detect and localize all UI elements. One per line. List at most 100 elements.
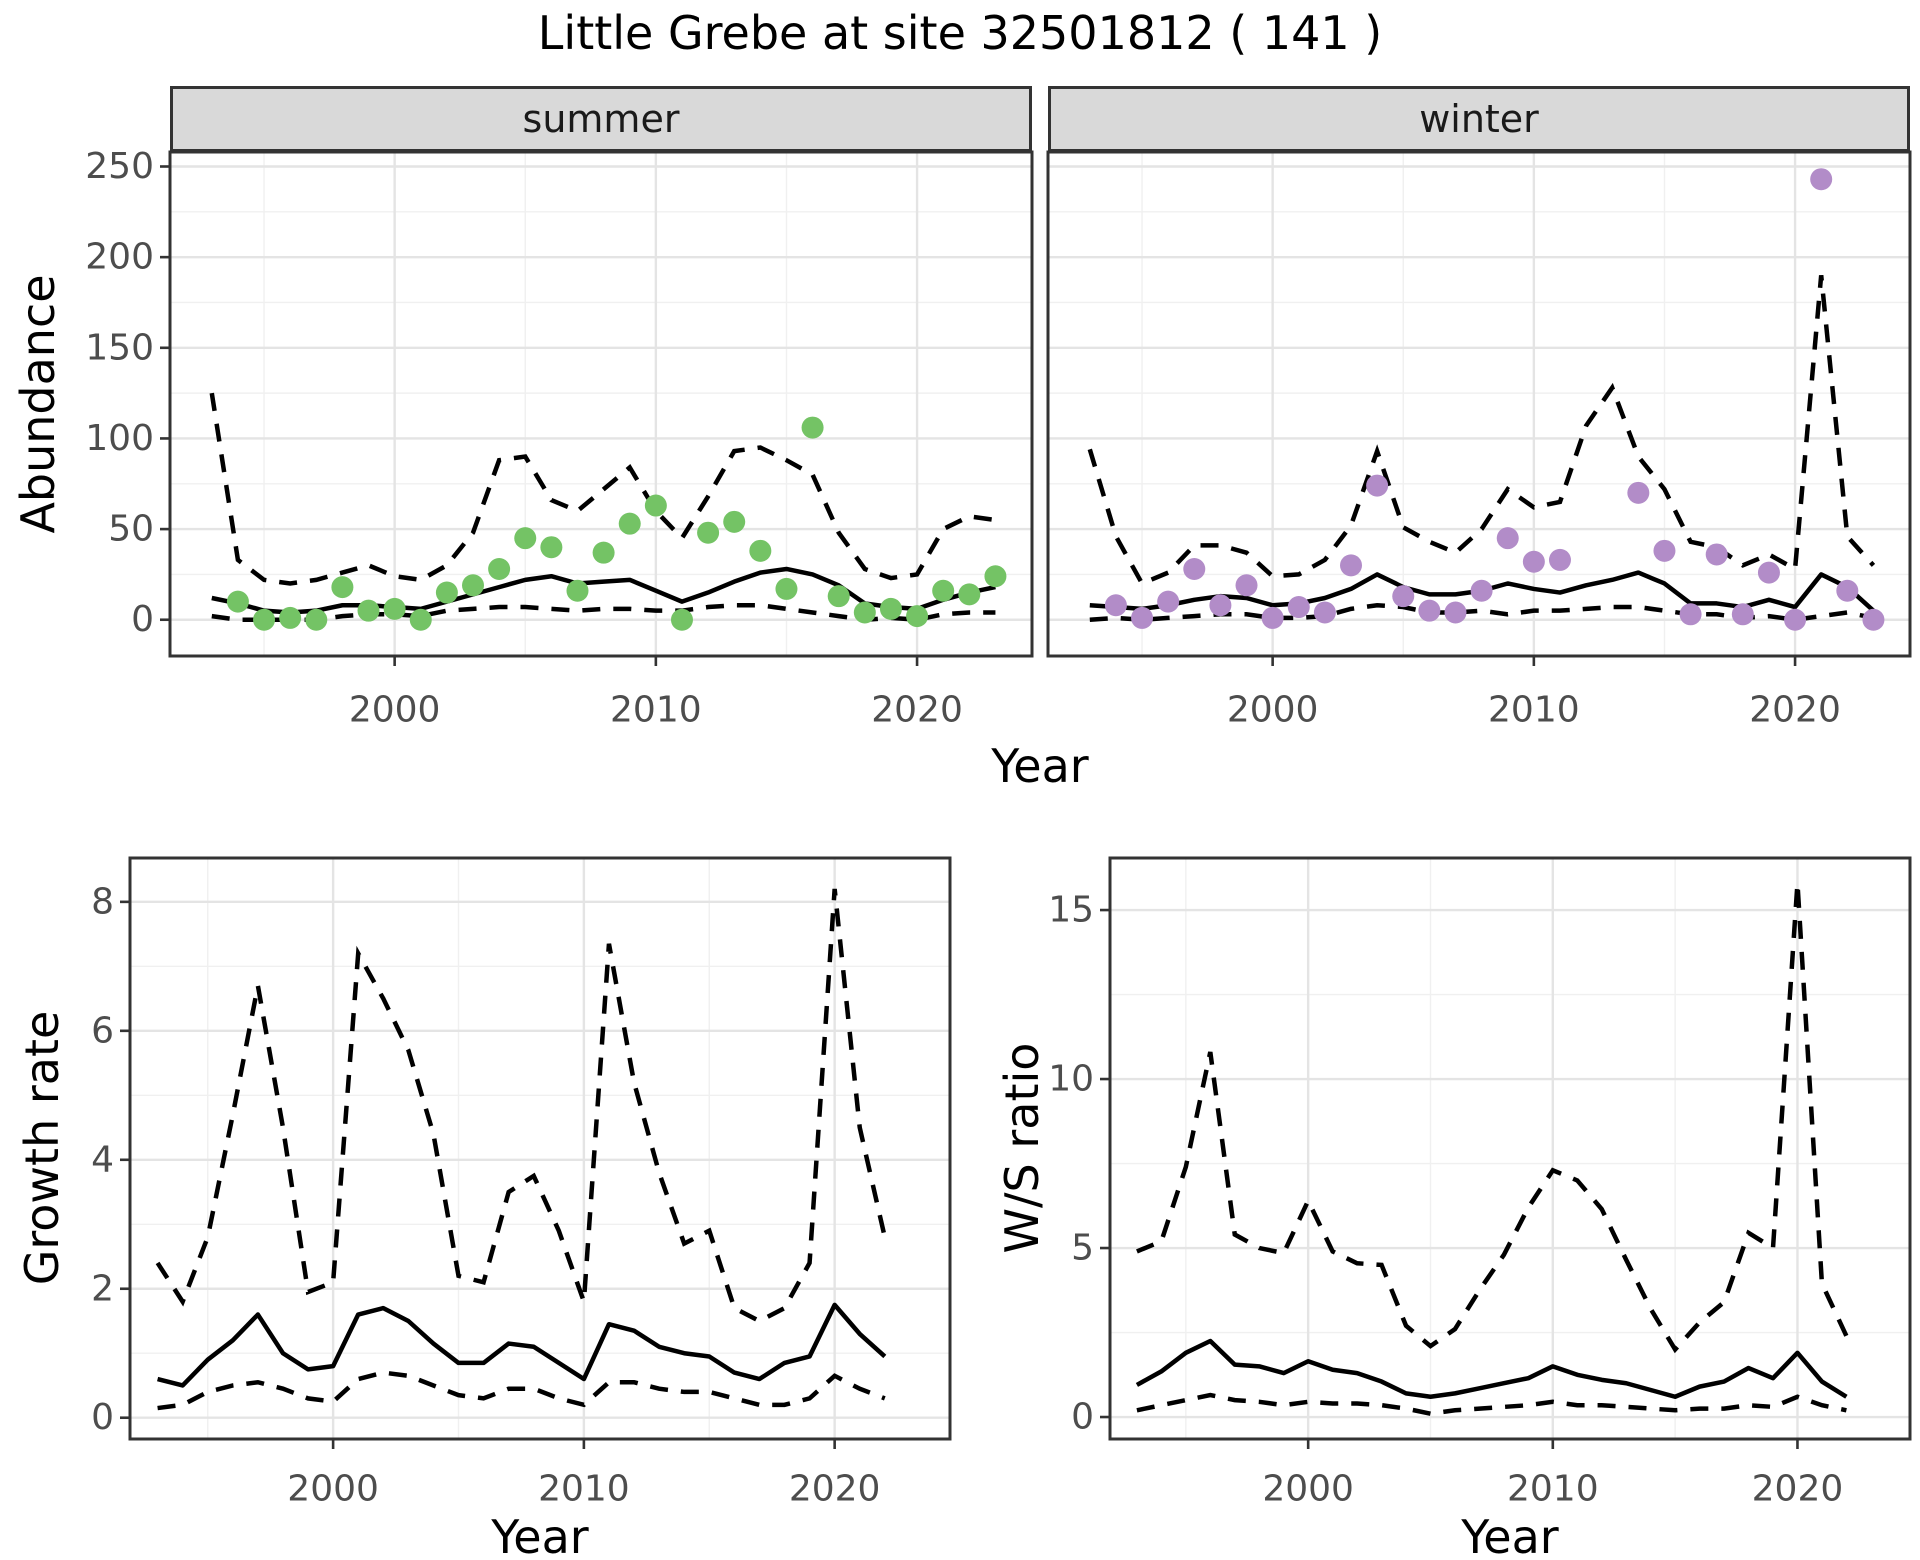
data-point [1104,594,1127,617]
median-line [157,1302,887,1388]
data-point [1157,590,1180,613]
data-point [1235,574,1258,597]
x-axis-tick-label: 2000 [1227,690,1319,731]
x-axis-tick-label: 2020 [789,1469,881,1510]
data-point [435,581,458,604]
data-point [1548,548,1571,571]
data-point [279,606,302,629]
data-point [226,590,249,613]
y-axis-tick-label: 4 [91,1139,114,1180]
x-axis-tick-label: 2010 [538,1469,630,1510]
x-axis-tick-label: 2000 [287,1469,379,1510]
facet-strip-winter-label: winter [1419,97,1539,141]
data-point [1496,527,1519,550]
data-point [1209,594,1232,617]
x-axis-tick-label: 2000 [349,690,441,731]
data-point [514,527,537,550]
data-point [1261,606,1284,629]
x-axis-title-top: Year [991,739,1089,793]
facet-strip-summer-label: summer [522,97,680,141]
data-point [1679,603,1702,626]
median-line [1135,1338,1848,1400]
lower-ci-line [157,1370,886,1411]
data-point [592,541,615,564]
data-point [853,601,876,624]
data-point [1183,557,1206,580]
data-point [1392,585,1415,608]
y-axis-tick-label: 250 [85,146,154,187]
y-axis-tick-label: 8 [91,881,114,922]
y-axis-tick-label: 0 [1071,1397,1094,1438]
y-axis-tick-label: 10 [1048,1059,1094,1100]
y-axis-tick-label: 200 [85,237,154,278]
y-axis-tick-label: 6 [91,1010,114,1051]
y-axis-tick-label: 15 [1048,890,1094,931]
x-axis-title-ws: Year [1461,1510,1559,1560]
data-point [1522,550,1545,573]
x-axis-tick-label: 2000 [1262,1469,1354,1510]
x-axis-tick-label: 2010 [610,690,702,731]
data-point [958,583,981,606]
data-point [618,512,641,535]
data-point [253,608,276,631]
data-point [357,599,380,622]
x-axis-title-growth: Year [491,1510,589,1560]
data-point [1287,596,1310,619]
data-point [879,597,902,620]
facet-strip-summer: summer [170,86,1032,152]
data-point [801,416,824,439]
facet-strip-winter: winter [1048,86,1910,152]
y-axis-tick-label: 0 [91,1397,114,1438]
data-point [697,521,720,544]
data-point [644,494,667,517]
data-point [1470,579,1493,602]
data-point [566,579,589,602]
data-point [1705,543,1728,566]
upper-ci-line [1136,882,1849,1354]
panel-border [128,856,952,1441]
data-point [488,557,511,580]
y-axis-tick-label: 50 [108,509,154,550]
upper-ci-line [1087,275,1876,587]
panel-border [1046,150,1912,658]
lower-ci-line [1136,1392,1847,1416]
y-axis-tick-label: 0 [131,599,154,640]
data-point [670,608,693,631]
data-point [1784,608,1807,631]
x-axis-tick-label: 2020 [1752,1469,1844,1510]
y-axis-title-growth: Growth rate [15,1010,69,1286]
upper-ci-line [209,392,996,586]
data-point [723,510,746,533]
panel-border [1108,856,1912,1441]
y-axis-tick-label: 2 [91,1268,114,1309]
panel-border [168,150,1034,658]
data-point [1810,168,1833,191]
data-point [932,579,955,602]
data-point [1366,474,1389,497]
data-point [1418,599,1441,622]
data-point [409,608,432,631]
data-point [827,585,850,608]
data-point [305,608,328,631]
data-point [1757,561,1780,584]
y-axis-tick-label: 5 [1071,1228,1094,1269]
data-point [984,565,1007,588]
data-point [1313,601,1336,624]
data-point [775,577,798,600]
data-point [749,539,772,562]
y-axis-tick-label: 150 [85,327,154,368]
panel-bg [130,858,950,1439]
data-point [1627,481,1650,504]
y-axis-tick-label: 100 [85,418,154,459]
panel-bg [1110,858,1910,1439]
data-point [1444,601,1467,624]
data-point [1653,539,1676,562]
data-point [1340,554,1363,577]
data-point [462,574,485,597]
data-point [331,576,354,599]
data-point [383,597,406,620]
y-axis-title-ws: W/S ratio [995,1042,1049,1254]
x-axis-tick-label: 2010 [1488,690,1580,731]
